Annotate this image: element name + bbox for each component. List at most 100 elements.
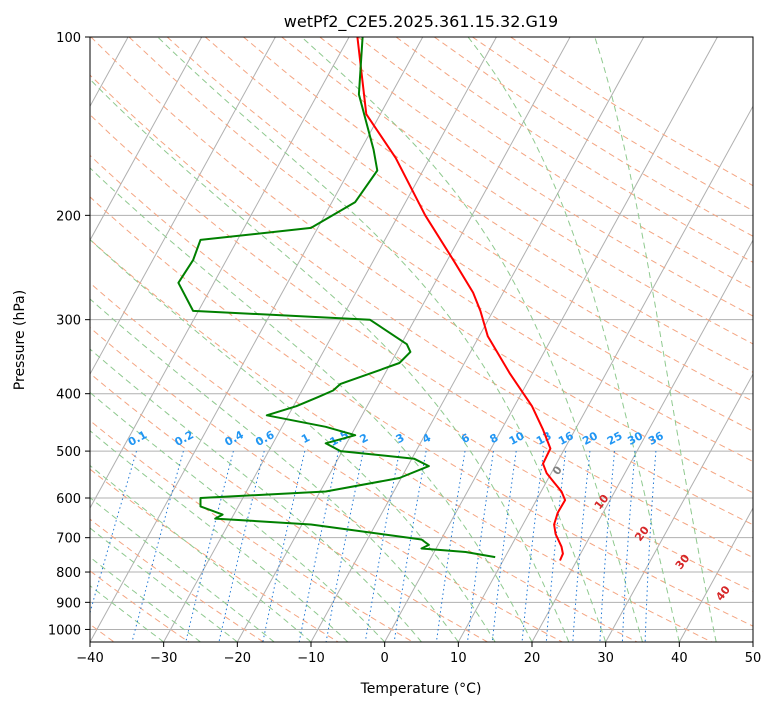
isotherm-line [752,640,753,642]
dry-adiabat-line [357,37,753,290]
mixing-ratio-label: 0.6 [253,428,277,449]
isotherm-gridlines [90,37,753,642]
y-tick-label: 100 [56,31,81,46]
dry-adiabat-line [90,326,563,642]
mixing-ratio-line [262,450,306,642]
moist-adiabat-line [90,391,386,642]
mixing-ratio-label: 8 [488,431,501,446]
moist-adiabat-line [90,556,201,642]
dry-adiabat-line [204,37,753,402]
mixing-ratio-line [131,450,184,642]
mixing-ratio-label: 0.1 [126,428,149,449]
mixing-ratio-line [572,451,591,642]
plot-frame [89,36,754,643]
mixing-ratio-line [467,451,494,642]
x-tick-label: 0 [381,651,389,666]
dry-adiabat-lines [90,37,753,642]
x-tick-label: −10 [297,651,324,666]
mixing-ratio-line [393,451,427,642]
y-axis-label: Pressure (hPa) [12,290,28,390]
dry-adiabat-line [90,518,264,642]
x-tick-label: −40 [76,651,103,666]
mixing-ratio-label: 20 [580,429,600,448]
mixing-ratio-label: 30 [625,429,645,448]
y-tick-label: 200 [56,209,81,224]
x-tick-label: 30 [597,651,614,666]
x-axis-ticks: −40 −30 −20 −10 0 10 20 30 40 50 [76,642,761,666]
isotherm-line [90,37,350,510]
y-axis-ticks: 100 200 300 400 500 600 700 800 900 1000 [48,31,90,638]
dry-adiabat-line [90,196,753,627]
mixing-ratio-line [218,450,265,642]
y-tick-label: 600 [56,492,81,507]
dry-adiabat-line [90,37,753,494]
isotherm-line [384,37,718,642]
moist-adiabat-line [90,167,533,642]
mixing-ratio-label: 2 [358,431,371,446]
x-tick-label: −30 [150,651,177,666]
dry-adiabat-line [90,468,339,642]
isotherm-line [531,239,753,642]
moist-adiabat-line [90,527,238,642]
mixing-ratio-lines [90,450,657,642]
moist-adiabat-line [90,348,422,642]
mixing-ratio-label: 1 [299,431,312,446]
dry-adiabat-line [90,154,753,592]
chart-title: wetPf2_C2E5.2025.361.15.32.G19 [284,12,558,32]
isotherm-line [90,37,203,242]
isotherm-line [236,37,571,642]
dry-adiabat-line [166,37,753,432]
isotherm-line [678,507,753,642]
mixing-ratio-label: 10 [507,429,527,448]
mixing-ratio-line [545,451,567,642]
moist-adiabat-line [90,298,459,642]
moist-adiabat-line [157,37,607,642]
mixing-ratio-line [521,451,545,642]
dry-adiabat-line [319,37,753,317]
moist-adiabat-label: 0 [550,463,565,477]
moist-adiabat-line [301,37,643,642]
isotherm-line [605,373,753,642]
mixing-ratio-line [491,451,517,642]
dry-adiabat-line [510,37,753,187]
mixing-ratio-label: 3 [394,431,407,446]
y-tick-label: 700 [56,532,81,547]
x-tick-label: 20 [524,651,541,666]
isotherm-line [90,37,276,376]
x-tick-label: −20 [224,651,251,666]
moist-adiabat-line [467,37,680,642]
dewpoint-profile-line [177,37,496,559]
x-tick-label: 40 [671,651,688,666]
moist-adiabat-line [90,430,349,642]
dry-adiabat-line [90,372,488,642]
moist-adiabat-line [90,464,312,642]
moist-adiabat-line [594,37,717,642]
dry-adiabat-line [90,282,638,642]
mixing-ratio-label: 4 [420,431,433,446]
mixing-ratio-label: 0.2 [173,428,196,449]
y-tick-label: 500 [56,445,81,460]
moist-adiabat-label: 40 [713,583,733,603]
dry-adiabat-line [281,37,753,345]
mixing-ratio-line [325,450,364,642]
y-tick-label: 900 [56,596,81,611]
dry-adiabat-line [90,238,712,642]
dry-adiabat-line [90,74,753,526]
isotherm-line [457,105,753,642]
temperature-profile-line [356,37,567,561]
mixing-ratio-label: 0.4 [223,428,247,449]
moist-adiabat-line [90,78,570,642]
dry-adiabat-line [90,419,414,642]
mixing-ratio-line [298,450,339,642]
mixing-ratio-line [599,451,616,642]
y-tick-label: 1000 [48,623,81,638]
mixing-ratio-line [90,450,137,615]
x-tick-label: 10 [450,651,467,666]
dry-adiabat-line [90,570,190,642]
moist-adiabat-label: 20 [632,523,652,543]
moist-adiabat-lines [90,37,717,642]
x-tick-label: 50 [745,651,762,666]
grid-layer [90,37,753,642]
y-tick-label: 300 [56,314,81,329]
